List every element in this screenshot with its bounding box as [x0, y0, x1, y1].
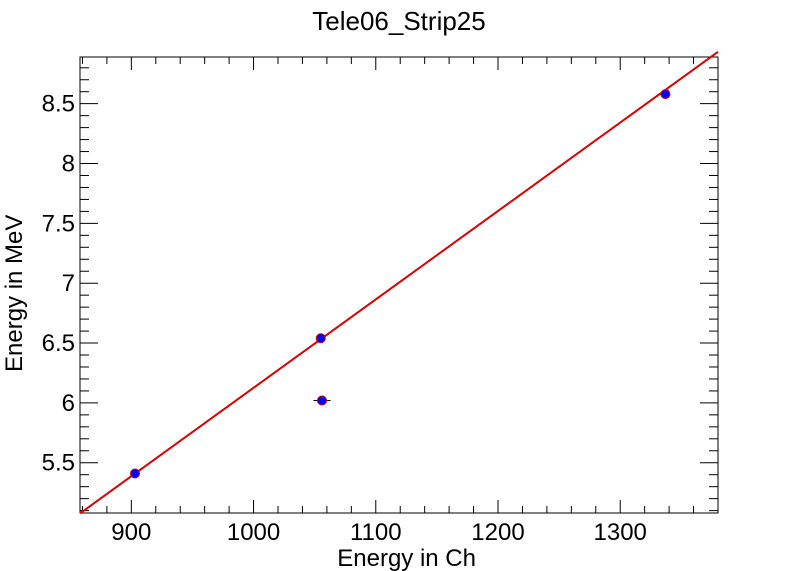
x-tick-label: 1200 [471, 519, 524, 546]
x-axis-label: Energy in Ch [337, 545, 476, 571]
y-tick-label: 7 [62, 270, 75, 297]
data-point [660, 89, 671, 100]
y-tick-label: 8 [62, 151, 75, 178]
x-tick-label: 1000 [227, 519, 280, 546]
data-point [317, 395, 327, 406]
fit-line [79, 50, 719, 515]
x-tick-label: 1100 [350, 519, 402, 546]
y-tick-label: 8.5 [42, 91, 75, 118]
y-tick-label: 6 [62, 390, 75, 417]
data-point [130, 468, 140, 479]
y-tick-label: 7.5 [42, 210, 75, 237]
plot-frame [79, 56, 719, 514]
x-tick-label: 1300 [594, 519, 647, 546]
x-tick-label: 900 [111, 519, 151, 546]
y-tick-label: 6.5 [42, 330, 75, 357]
fit-line-group [79, 50, 719, 515]
data-points [130, 89, 671, 479]
chart-title: Tele06_Strip25 [312, 6, 485, 36]
y-axis-label: Energy in MeV [1, 215, 28, 372]
data-point [315, 333, 326, 344]
y-tick-label: 5.5 [42, 450, 75, 477]
axis-ticks: 900 1000 1100 1200 1300 5.5 6 6.5 7 7.5 8 8.5 [42, 57, 719, 546]
